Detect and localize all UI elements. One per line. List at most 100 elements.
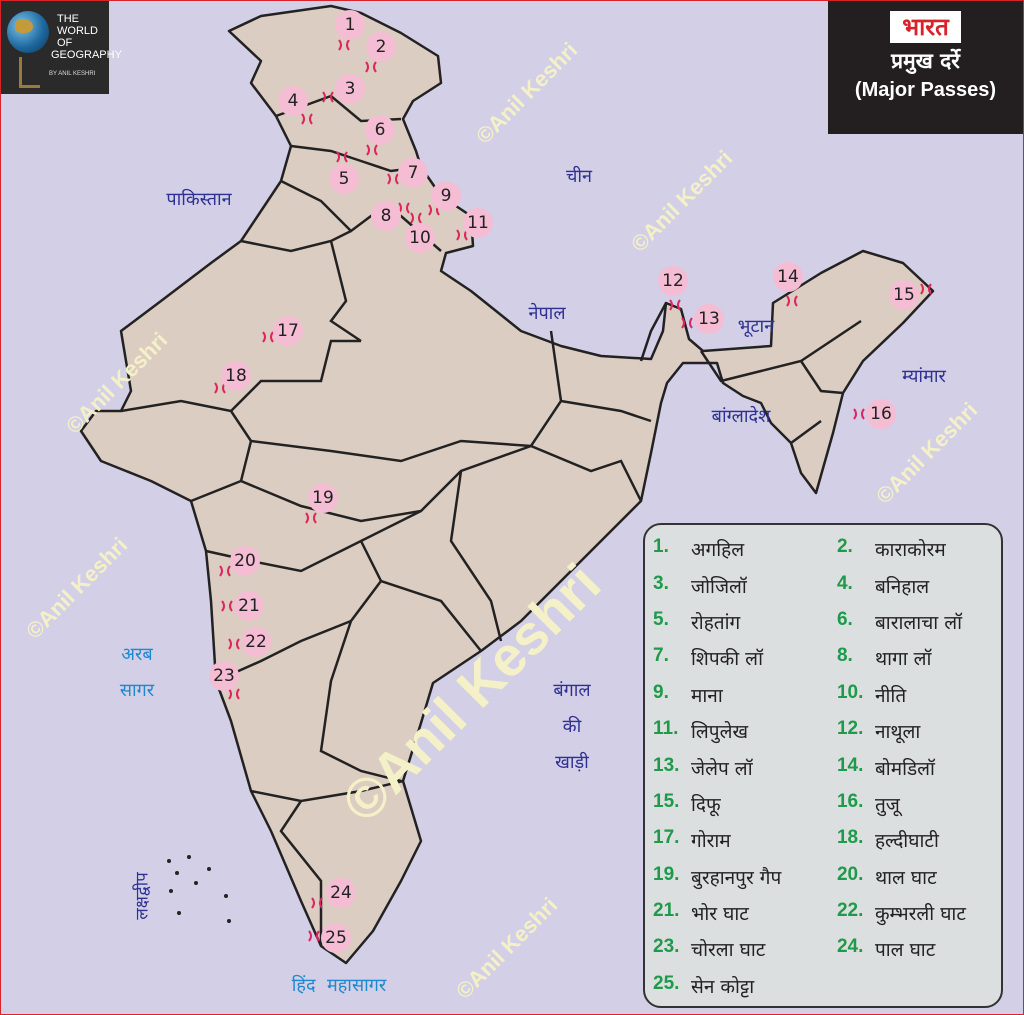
pass-marker-23: 23 (209, 661, 239, 691)
legend-pass-name: कुम्भरली घाट (874, 903, 966, 926)
legend-item: 4. बनिहाल (837, 573, 1001, 599)
label-arabian-sea: अरब सागर (120, 637, 154, 709)
legend-pass-name: गोराम (691, 830, 731, 853)
pass-marker-12: 12 (658, 266, 688, 296)
pass-symbol-icon (305, 512, 317, 524)
pass-symbol-icon (365, 61, 377, 73)
legend-pass-name: चोरला घाट (691, 939, 766, 962)
title-box: भारत प्रमुख दर्रे (Major Passes) (828, 1, 1023, 134)
legend-row: 23. चोरला घाट 24. पाल घाट (653, 931, 1001, 967)
label-myanmar: म्यांमार (902, 366, 946, 387)
legend-item: 12. नाथूला (837, 718, 1001, 744)
legend-row: 5. रोहतांग 6. बारालाचा लॉ (653, 604, 1001, 640)
legend-item: 5. रोहतांग (653, 609, 837, 635)
legend-item: 24. पाल घाट (837, 936, 1001, 962)
legend-pass-name: बुरहानपुर गैप (691, 866, 782, 889)
legend-pass-name: दिफू (691, 793, 721, 816)
pass-symbol-icon (681, 317, 693, 329)
legend-number: 2. (836, 536, 853, 558)
legend-item: 6. बारालाचा लॉ (837, 609, 1001, 635)
pass-symbol-icon (366, 144, 378, 156)
pass-marker-8: 8 (371, 201, 401, 231)
pass-marker-22: 22 (241, 627, 271, 657)
legend-pass-name: बोमडिलॉ (874, 757, 935, 780)
legend-item: 16. तुजू (837, 791, 1001, 817)
legend-item: 20. थाल घाट (837, 864, 1001, 890)
legend-number: 3. (653, 572, 669, 594)
logo-line2: WORLD (57, 25, 98, 37)
legend-number: 14. (836, 754, 864, 776)
legend-number: 10. (836, 681, 864, 703)
pass-marker-18: 18 (221, 361, 251, 391)
label-lakshadweep: लक्षद्वीप (132, 872, 153, 920)
pass-marker-14: 14 (773, 262, 803, 292)
pass-marker-6: 6 (365, 115, 395, 145)
legend-number: 18. (836, 827, 864, 849)
legend-row: 15. दिफू 16. तुजू (653, 786, 1001, 822)
pass-symbol-icon (853, 408, 865, 420)
pass-symbol-icon (262, 331, 274, 343)
legend-item: 19. बुरहानपुर गैप (653, 864, 837, 890)
legend-item: 13. जेलेप लॉ (653, 755, 837, 781)
legend: 1. अगहिल 2. काराकोरम 3. जोजिलॉ 4. बनिहाल 5. रोहता… (643, 523, 1003, 1008)
legend-number: 22. (836, 900, 864, 922)
arabian-sea-line2: सागर (119, 680, 155, 701)
legend-row: 13. जेलेप लॉ 14. बोमडिलॉ (653, 749, 1001, 785)
legend-row: 25. सेन कोट्टा (653, 968, 1001, 1004)
pass-marker-10: 10 (405, 223, 435, 253)
pass-marker-13: 13 (694, 304, 724, 334)
pass-marker-11: 11 (463, 208, 493, 238)
pass-symbol-icon (311, 897, 323, 909)
pass-marker-2: 2 (366, 32, 396, 62)
pass-symbol-icon (221, 600, 233, 612)
globe-stand (19, 57, 40, 88)
legend-item: 9. माना (653, 682, 837, 708)
lakshadweep-islands (167, 855, 231, 923)
pass-marker-7: 7 (398, 158, 428, 188)
title-hindi: प्रमुख दर्रे (891, 49, 960, 73)
india-outline (79, 4, 935, 965)
legend-item: 21. भोर घाट (653, 900, 837, 926)
legend-pass-name: सेन कोट्टा (691, 975, 755, 998)
label-china: चीन (565, 166, 593, 187)
pass-marker-24: 24 (326, 878, 356, 908)
pass-marker-20: 20 (230, 546, 260, 576)
pass-symbol-icon (308, 930, 320, 942)
legend-pass-name: तुजू (874, 793, 900, 816)
pass-marker-4: 4 (278, 86, 308, 116)
legend-number: 21. (653, 900, 680, 922)
legend-row: 21. भोर घाट 22. कुम्भरली घाट (653, 895, 1001, 931)
logo-byline: BY ANIL KESHRI (49, 71, 96, 77)
pass-symbol-icon (387, 173, 399, 185)
legend-number: 12. (836, 718, 864, 740)
legend-number: 24. (836, 936, 864, 958)
pass-marker-3: 3 (335, 74, 365, 104)
logo-line3: OF (57, 37, 73, 49)
legend-item: 1. अगहिल (653, 536, 837, 562)
logo-line4: GEOGRAPHY (51, 49, 122, 61)
legend-number: 20. (836, 863, 864, 885)
legend-pass-name: रोहतांग (691, 611, 741, 634)
legend-pass-name: थागा लॉ (874, 648, 932, 671)
legend-pass-name: लिपुलेख (691, 721, 749, 744)
pass-symbol-icon (336, 151, 348, 163)
legend-item: 7. शिपकी लॉ (653, 645, 837, 671)
legend-pass-name: बारालाचा लॉ (874, 611, 963, 634)
pass-symbol-icon (219, 565, 231, 577)
legend-number: 5. (653, 608, 669, 630)
pass-marker-16: 16 (866, 399, 896, 429)
legend-pass-name: भोर घाट (691, 903, 749, 926)
legend-pass-name: जेलेप लॉ (691, 757, 753, 780)
pass-marker-15: 15 (889, 280, 919, 310)
legend-row: 1. अगहिल 2. काराकोरम (653, 531, 1001, 567)
legend-number: 25. (653, 972, 680, 994)
pass-symbol-icon (301, 113, 313, 125)
arabian-sea-line1: अरब (121, 644, 153, 665)
legend-item: 2. काराकोरम (837, 536, 1001, 562)
legend-row: 3. जोजिलॉ 4. बनिहाल (653, 567, 1001, 603)
state-boundaries (120, 94, 862, 946)
legend-item: 11. लिपुलेख (653, 718, 837, 744)
legend-pass-name: माना (691, 684, 723, 707)
